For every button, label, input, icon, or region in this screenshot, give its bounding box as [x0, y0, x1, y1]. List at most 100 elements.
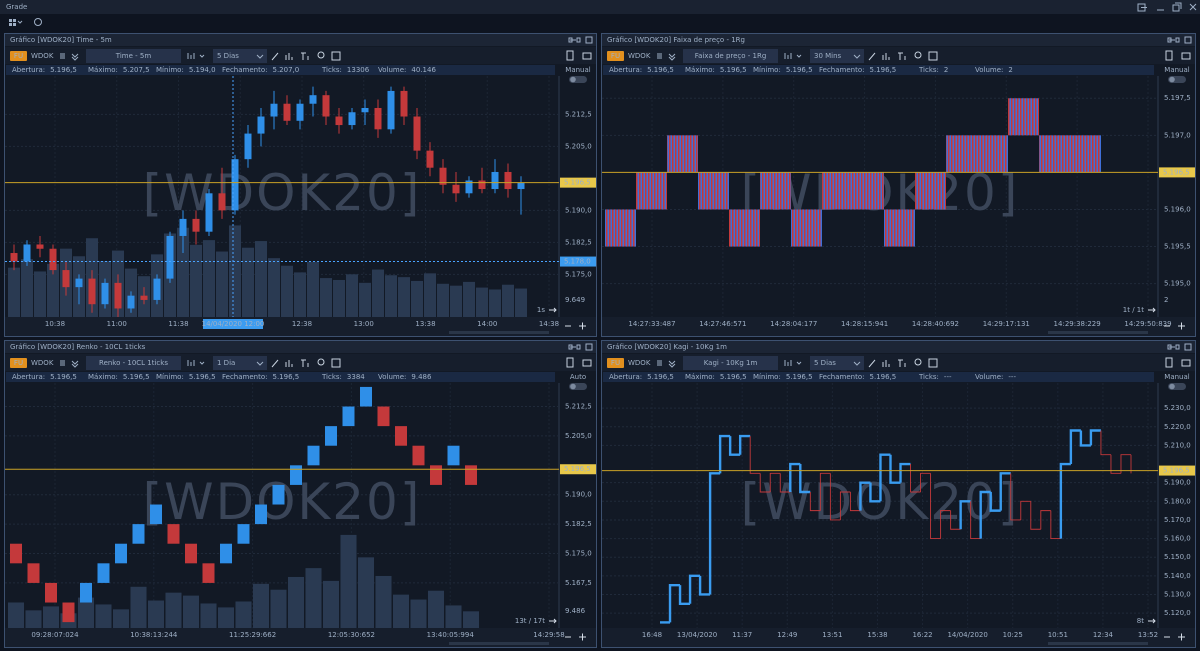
timeframe-selector[interactable] — [683, 49, 778, 63]
link-button[interactable] — [1167, 37, 1180, 43]
save-button[interactable] — [566, 50, 574, 61]
timeframe-selector[interactable] — [86, 49, 181, 63]
volume-bar — [270, 589, 287, 628]
y-tick-label: 5.197,0 — [1164, 131, 1191, 139]
maximize-button[interactable] — [1184, 36, 1192, 44]
info-label: Ticks: — [321, 66, 342, 74]
save-button[interactable] — [566, 357, 574, 368]
chart-style-button[interactable] — [187, 360, 205, 366]
renko-brick — [45, 582, 57, 603]
period-text: 5 Dias — [814, 359, 836, 367]
window-controls[interactable] — [1137, 2, 1197, 12]
volume-bar — [340, 534, 357, 628]
zoom-in[interactable] — [579, 633, 586, 641]
x-tick-label: 14:29:58 — [533, 631, 564, 639]
chart-style-button[interactable] — [784, 53, 802, 59]
calendar-button[interactable] — [928, 358, 938, 368]
link-button[interactable] — [568, 344, 581, 350]
range-box — [1008, 98, 1039, 136]
timeframe-selector[interactable] — [86, 356, 181, 370]
zoom-in[interactable] — [1178, 322, 1185, 330]
chart-style-button[interactable] — [187, 53, 205, 59]
renko-brick — [202, 563, 215, 583]
toolbar-icons[interactable] — [868, 359, 906, 368]
calendar-button[interactable] — [331, 51, 341, 61]
popout-button[interactable] — [1137, 3, 1147, 12]
layout-dropdown[interactable] — [17, 20, 23, 24]
print-button[interactable] — [1181, 52, 1191, 60]
x-tick-label: 13:52 — [1138, 631, 1158, 639]
calendar-button[interactable] — [928, 51, 938, 61]
symbol-menu[interactable] — [60, 360, 65, 366]
calendar-button[interactable] — [331, 358, 341, 368]
scroll-to-end[interactable] — [549, 618, 557, 624]
compare-button[interactable] — [668, 360, 676, 368]
symbol-menu[interactable] — [60, 53, 65, 59]
x-tick-label: 11:00 — [107, 320, 127, 328]
candle-body — [114, 282, 122, 309]
info-value: 3384 — [347, 373, 365, 381]
search-button[interactable] — [317, 358, 325, 366]
volume-bar — [333, 279, 345, 317]
scroll-to-end[interactable] — [549, 307, 557, 313]
period-selector[interactable] — [213, 49, 267, 63]
kagi-segment — [930, 473, 941, 540]
close-button[interactable] — [1189, 3, 1197, 11]
print-button[interactable] — [582, 52, 592, 60]
symbol-menu[interactable] — [657, 360, 662, 366]
zoom-in[interactable] — [1178, 633, 1185, 641]
kagi-segment — [1040, 510, 1051, 530]
toolbar-icons[interactable] — [271, 359, 309, 368]
print-button[interactable] — [582, 359, 592, 367]
search-button[interactable] — [317, 51, 325, 59]
candle-body — [75, 278, 83, 288]
info-value: 5.196,5 — [786, 373, 813, 381]
market-badge — [10, 358, 27, 368]
period-text: 5 Dias — [217, 52, 239, 60]
info-value: 5.196,5 — [869, 373, 896, 381]
volume-bar — [476, 287, 488, 317]
range-box — [946, 135, 977, 173]
toolbar-icons[interactable] — [271, 52, 309, 61]
volume-bar — [323, 580, 339, 628]
compare-button[interactable] — [71, 53, 79, 61]
scrollbar[interactable] — [449, 331, 549, 334]
link-button[interactable] — [1167, 344, 1180, 350]
period-selector[interactable] — [810, 49, 864, 63]
symbol-menu[interactable] — [657, 53, 662, 59]
compare-button[interactable] — [668, 53, 676, 61]
crosshair-price-label: 5.178,0 — [564, 258, 591, 266]
refresh-button[interactable] — [34, 18, 42, 26]
scroll-to-end[interactable] — [1148, 307, 1156, 313]
maximize-button[interactable] — [585, 36, 593, 44]
x-tick-label: 14:28:04:177 — [770, 320, 817, 328]
search-button[interactable] — [914, 358, 922, 366]
scrollbar[interactable] — [449, 642, 549, 645]
layout-button[interactable] — [9, 19, 16, 26]
symbol: WDOK — [31, 52, 54, 60]
candle-body — [62, 270, 70, 288]
save-button[interactable] — [1165, 50, 1173, 61]
timeframe-selector[interactable] — [683, 356, 778, 370]
save-button[interactable] — [1165, 357, 1173, 368]
scrollbar[interactable] — [1048, 331, 1148, 334]
search-button[interactable] — [914, 51, 922, 59]
maximize-button[interactable] — [585, 343, 593, 351]
period-selector[interactable] — [810, 356, 864, 370]
x-axis-row — [602, 317, 1195, 336]
candle-body — [322, 95, 330, 117]
toolbar-icons[interactable] — [868, 52, 906, 61]
chart-style-button[interactable] — [784, 360, 802, 366]
scrollbar[interactable] — [1048, 642, 1148, 645]
scroll-to-end[interactable] — [1148, 618, 1156, 624]
x-tick-label: 13:38 — [415, 320, 435, 328]
y-tick-label: 5.140,0 — [1164, 572, 1191, 580]
link-button[interactable] — [568, 37, 581, 43]
print-button[interactable] — [1181, 359, 1191, 367]
zoom-in[interactable] — [579, 322, 586, 330]
period-selector[interactable] — [213, 356, 267, 370]
maximize-button[interactable] — [1184, 343, 1192, 351]
compare-button[interactable] — [71, 360, 79, 368]
restore-button[interactable] — [1172, 2, 1182, 12]
period-caret — [853, 361, 861, 366]
